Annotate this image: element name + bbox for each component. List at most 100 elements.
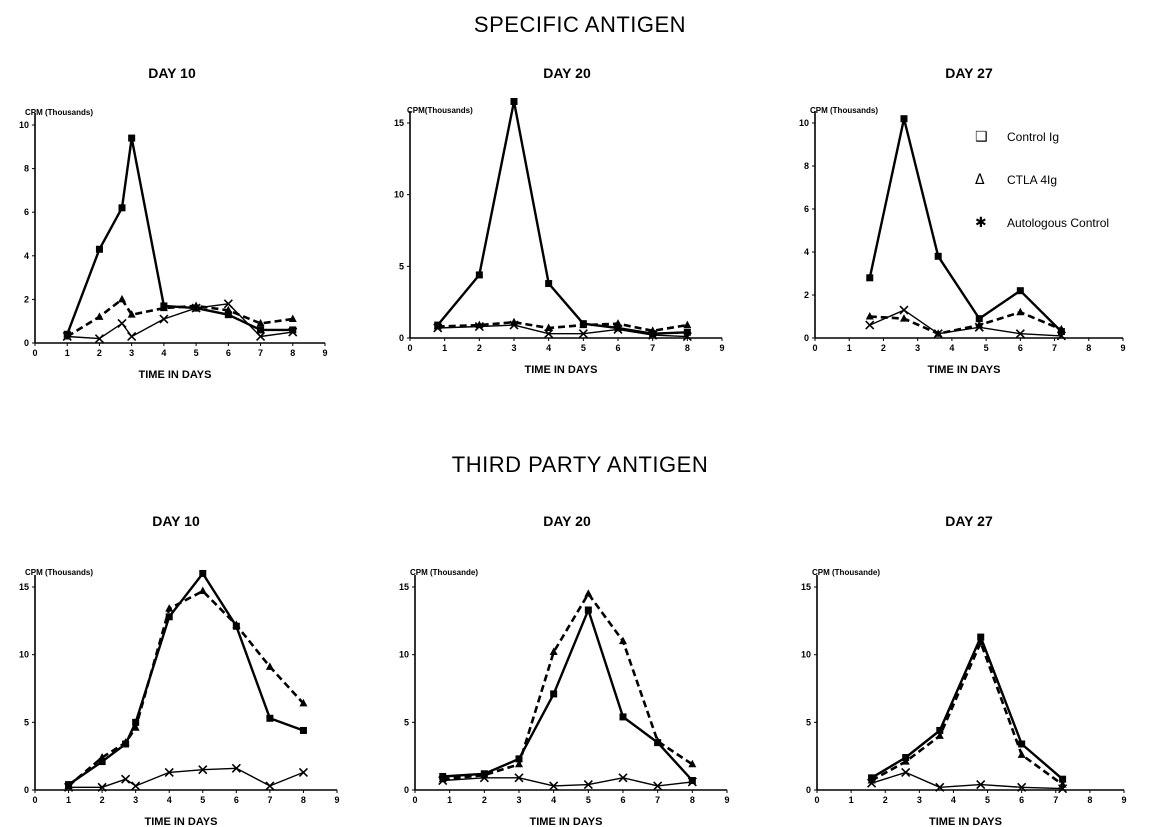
- data-point-square: [1016, 287, 1024, 295]
- y-tick-label: 5: [806, 717, 811, 727]
- data-point-triangle: [1017, 750, 1026, 758]
- x-tick-label: 5: [200, 795, 205, 805]
- series-line: [868, 117, 1063, 333]
- x-tick-label: 0: [814, 795, 819, 805]
- x-tick-label: 0: [407, 343, 412, 353]
- star-stroke: [613, 324, 623, 334]
- data-point-square: [866, 274, 874, 282]
- y-tick-label: 6: [804, 204, 809, 214]
- data-point-triangle: [121, 738, 130, 746]
- star-stroke: [1017, 782, 1027, 792]
- data-point-star: [159, 314, 169, 324]
- y-tick-label: 5: [399, 261, 404, 271]
- data-point-star: [479, 773, 489, 783]
- data-point-square: [550, 690, 558, 698]
- y-tick-label: 5: [24, 717, 29, 727]
- series-line: [67, 572, 304, 786]
- data-point-triangle: [865, 312, 874, 320]
- data-point-star: [121, 774, 131, 784]
- chart-panel-2: DAY 20 CPM(Thousands) TIME IN DAYS 0 1 2 3 4 5 6 7…: [394, 65, 725, 376]
- x-tick-label: 3: [915, 343, 920, 353]
- data-point-star: [474, 321, 484, 332]
- star-stroke: [97, 782, 107, 792]
- chart-panel-5: DAY 20 CPM (Thousande) TIME IN DAYS 0 1 2 3 4 5 6…: [399, 513, 730, 827]
- data-point-square: [545, 280, 553, 288]
- x-tick-label: 1: [66, 795, 71, 805]
- x-axis-label: TIME IN DAYS: [929, 816, 1002, 827]
- data-point-star: [648, 330, 658, 340]
- x-axis-label: TIME IN DAYS: [530, 816, 603, 827]
- x-tick-label: 4: [949, 343, 954, 353]
- data-point-square: [683, 328, 691, 336]
- series-line: [442, 592, 694, 781]
- star-stroke: [578, 329, 588, 339]
- series-line: [442, 777, 693, 787]
- data-point-star: [865, 320, 875, 330]
- chart-panel-6: DAY 27 CPM (Thousande) TIME IN DAYS 0 1 2 3 4 5 6…: [801, 513, 1127, 827]
- x-tick-label: 6: [620, 795, 625, 805]
- data-point-star: [544, 329, 554, 339]
- data-point-square: [1059, 775, 1067, 783]
- data-point-star: [265, 781, 275, 791]
- y-axis-label: CPM(Thousands): [407, 106, 473, 115]
- panel-title: DAY 10: [152, 513, 200, 529]
- data-point-star: [191, 303, 201, 313]
- x-tick-label: 9: [334, 795, 339, 805]
- x-tick-label: 9: [724, 795, 729, 805]
- series-line: [869, 309, 1062, 337]
- y-tick-label: 0: [24, 338, 29, 348]
- data-point-square: [266, 714, 274, 722]
- star-stroke: [549, 781, 559, 791]
- y-tick-label: 10: [394, 190, 404, 200]
- y-tick-label: 15: [19, 582, 29, 592]
- data-point-triangle: [95, 312, 104, 320]
- x-tick-label: 3: [516, 795, 521, 805]
- star-stroke: [127, 331, 137, 342]
- x-tick-label: 5: [586, 795, 591, 805]
- y-tick-label: 6: [24, 207, 29, 217]
- star-stroke: [618, 773, 628, 783]
- y-tick-label: 0: [806, 785, 811, 795]
- x-tick-label: 7: [1052, 343, 1057, 353]
- data-point-triangle: [98, 753, 107, 761]
- series-ctla4ig: [865, 307, 1066, 337]
- y-axis-label: CPM (Thousande): [410, 568, 478, 577]
- data-point-triangle: [544, 323, 553, 331]
- star-stroke: [298, 767, 309, 777]
- data-point-square: [510, 98, 518, 105]
- star-stroke: [223, 299, 233, 309]
- series-autologous-control: [63, 763, 309, 792]
- star-stroke: [62, 331, 72, 342]
- y-tick-label: 10: [801, 650, 811, 660]
- series-autologous-control: [62, 299, 298, 344]
- y-tick-label: 15: [394, 118, 404, 128]
- star-stroke: [867, 778, 877, 788]
- x-tick-label: 3: [917, 795, 922, 805]
- star-stroke: [935, 782, 945, 792]
- x-axis-label: TIME IN DAYS: [928, 364, 1001, 376]
- data-point-square: [199, 569, 207, 577]
- data-point-star: [255, 331, 266, 342]
- star-stroke: [1058, 784, 1068, 794]
- x-tick-label: 6: [1019, 795, 1024, 805]
- data-point-triangle: [256, 318, 265, 327]
- y-tick-label: 4: [804, 247, 809, 257]
- chart-panel-3: DAY 27 CPM (Thousands) TIME IN DAYS 0 1 2 3 4 5 6…: [799, 65, 1126, 376]
- data-point-square: [257, 326, 265, 334]
- data-point-square: [619, 713, 627, 721]
- y-axis-label: CPM (Thousands): [25, 568, 93, 577]
- data-point-star: [583, 780, 593, 790]
- data-point-square: [289, 326, 297, 334]
- data-point-square: [475, 271, 483, 279]
- data-point-star: [901, 767, 911, 777]
- panel-title: DAY 27: [945, 65, 993, 81]
- data-point-triangle: [515, 759, 523, 768]
- star-stroke: [583, 780, 593, 790]
- data-point-star: [514, 773, 524, 783]
- x-tick-label: 7: [258, 348, 263, 358]
- x-tick-label: 2: [883, 795, 888, 805]
- series-ctla4ig: [64, 586, 308, 789]
- data-point-triangle: [118, 294, 126, 303]
- data-point-triangle: [901, 757, 910, 765]
- data-point-star: [131, 781, 141, 791]
